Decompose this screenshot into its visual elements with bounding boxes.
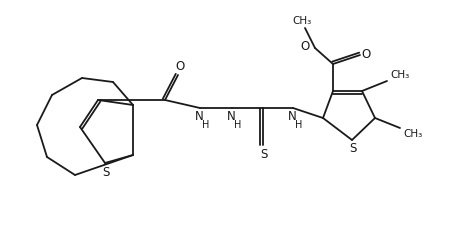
Text: H: H xyxy=(202,120,210,130)
Text: N: N xyxy=(195,110,203,124)
Text: S: S xyxy=(260,148,268,160)
Text: H: H xyxy=(235,120,242,130)
Text: N: N xyxy=(288,110,296,124)
Text: O: O xyxy=(175,61,184,74)
Text: O: O xyxy=(361,47,371,61)
Text: S: S xyxy=(350,142,357,155)
Text: S: S xyxy=(102,166,110,178)
Text: CH₃: CH₃ xyxy=(292,16,312,26)
Text: N: N xyxy=(226,110,235,124)
Text: O: O xyxy=(301,40,310,52)
Text: CH₃: CH₃ xyxy=(403,129,422,139)
Text: H: H xyxy=(295,120,303,130)
Text: CH₃: CH₃ xyxy=(390,70,409,80)
